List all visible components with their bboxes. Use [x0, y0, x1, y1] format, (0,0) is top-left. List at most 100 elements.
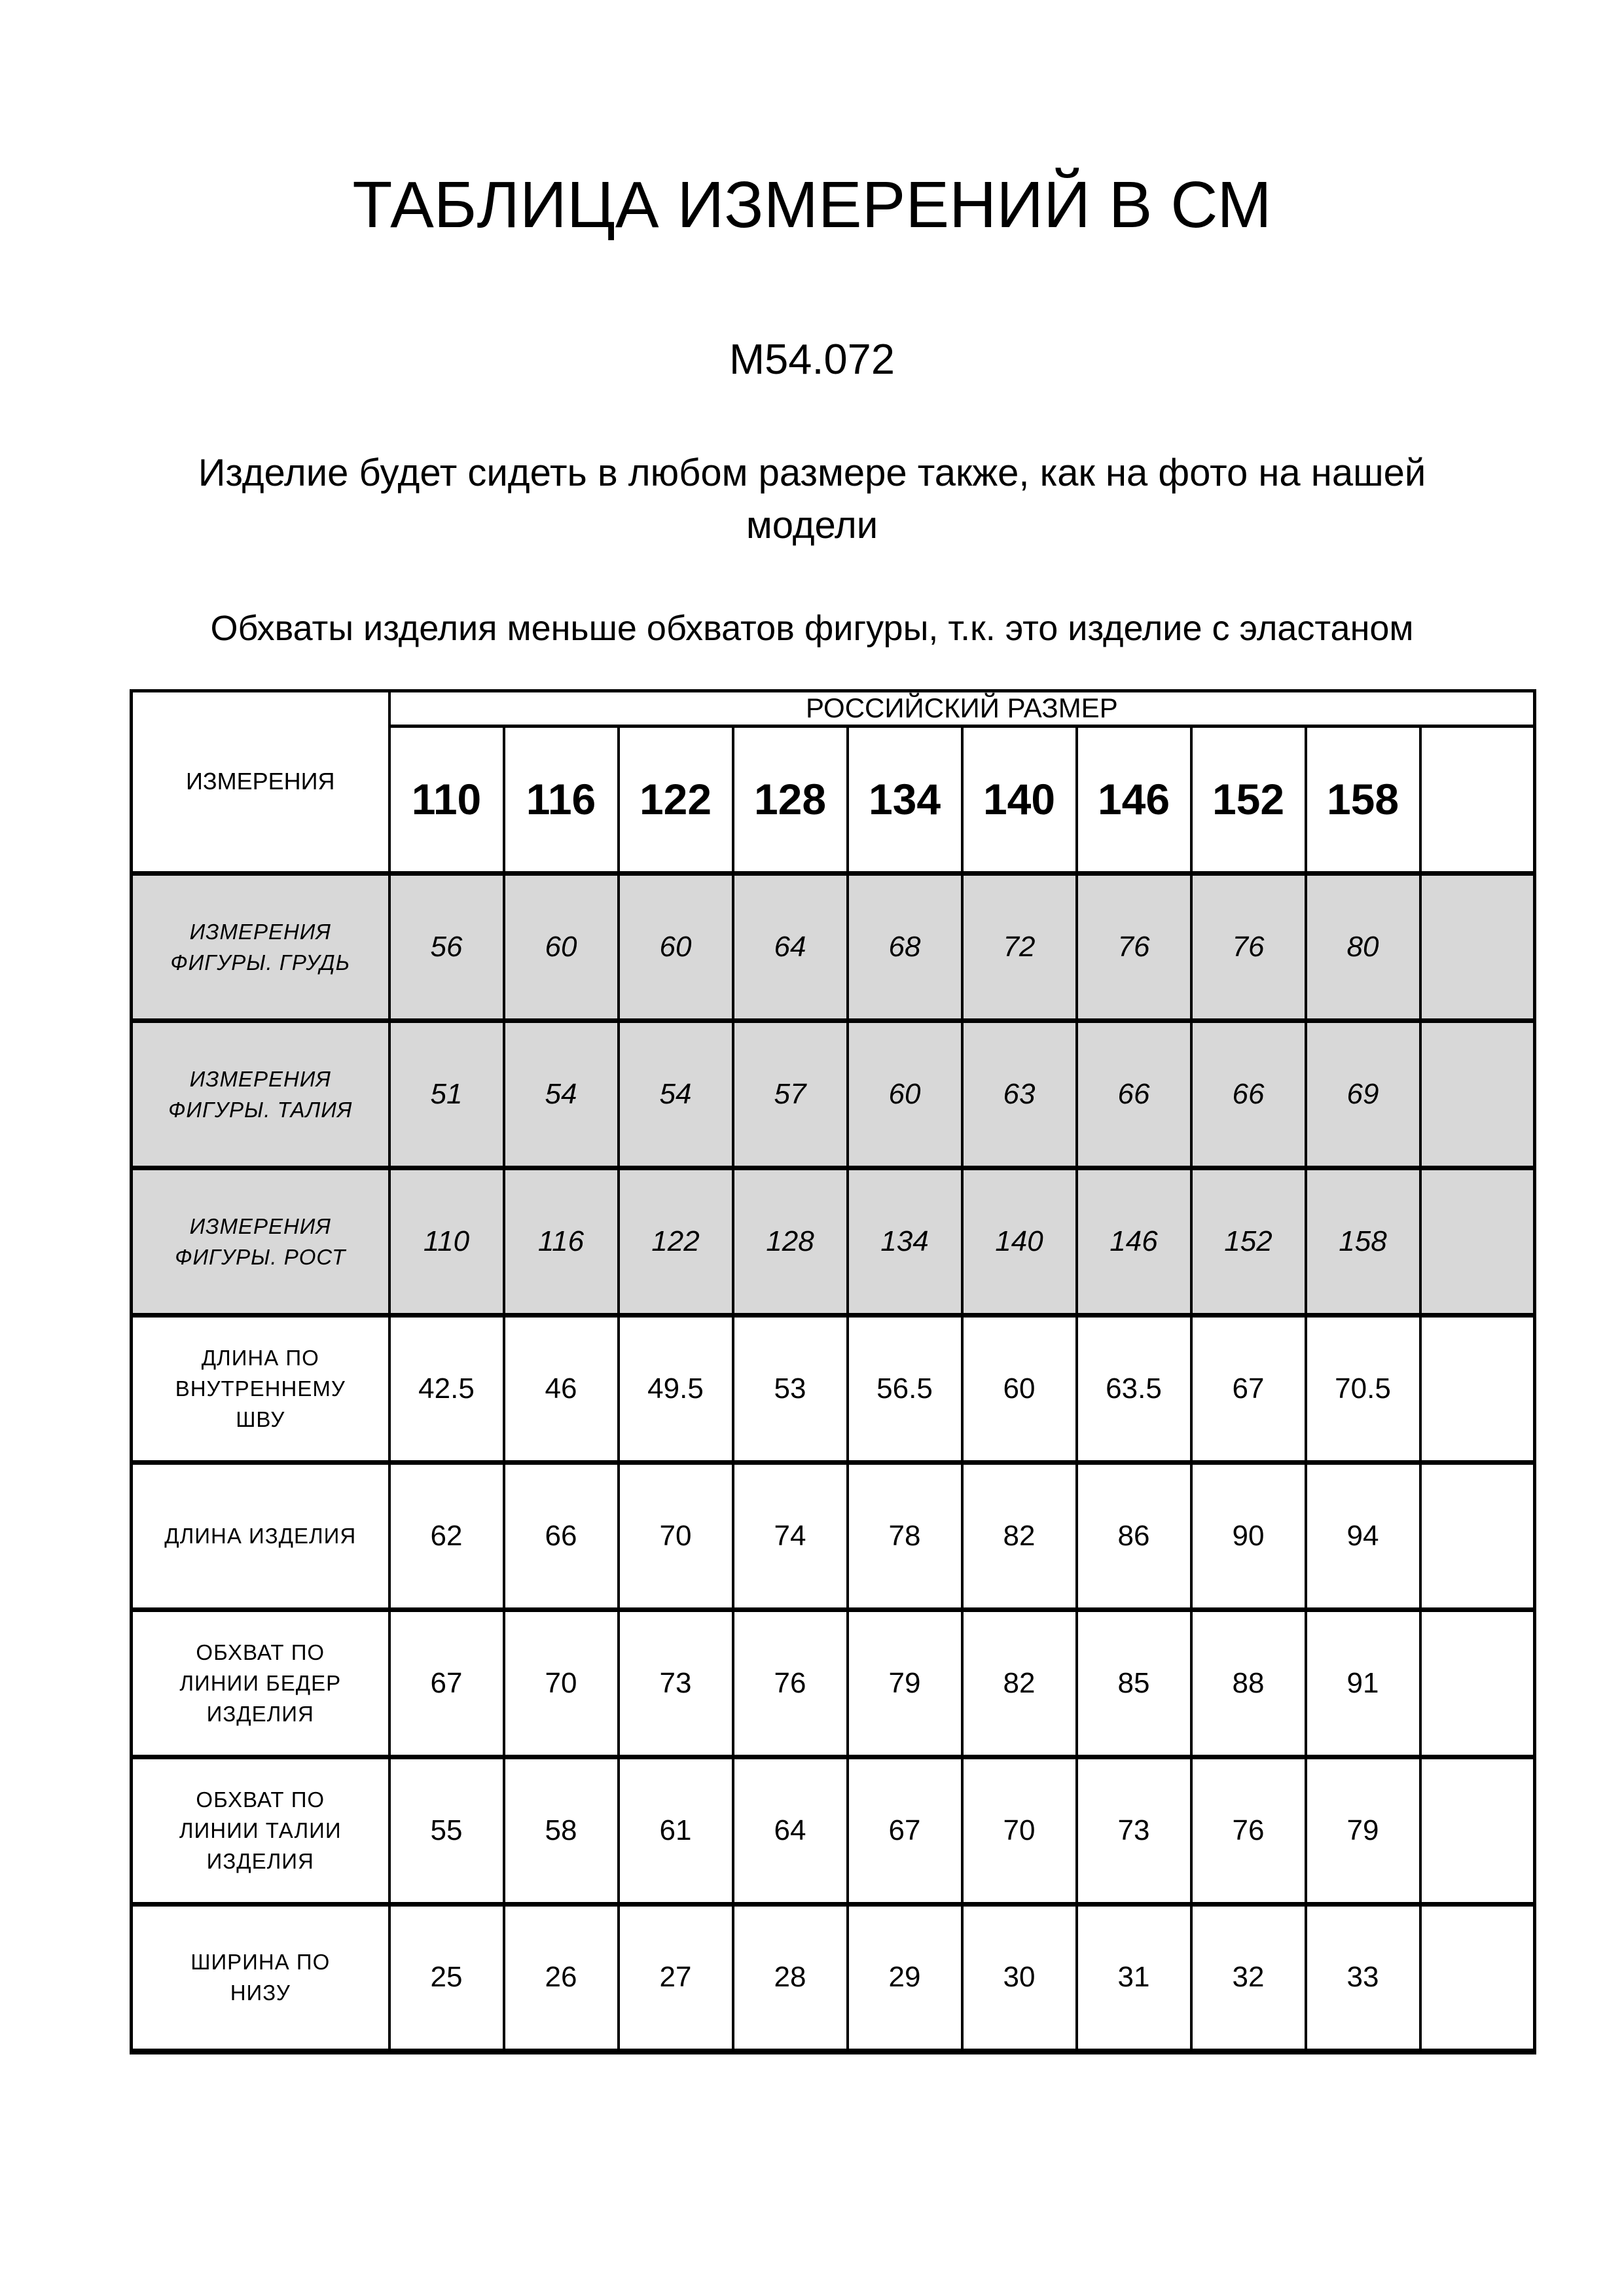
value-cell: 128 [731, 1165, 849, 1318]
value-cell: 60 [846, 1018, 964, 1170]
value-cell: 66 [502, 1460, 620, 1612]
value-cell: 28 [731, 1901, 849, 2054]
empty-cell [1418, 1901, 1536, 2054]
value-cell: 63.5 [1075, 1312, 1193, 1465]
value-cell: 54 [617, 1018, 734, 1170]
value-cell: 91 [1304, 1607, 1422, 1759]
value-cell: 66 [1075, 1018, 1193, 1170]
value-cell: 152 [1189, 1165, 1307, 1318]
value-cell: 67 [1189, 1312, 1307, 1465]
value-cell: 53 [731, 1312, 849, 1465]
row-label: ИЗМЕРЕНИЯ ФИГУРЫ. ГРУДЬ [130, 870, 391, 1023]
value-cell: 67 [388, 1607, 505, 1759]
value-cell: 122 [617, 1165, 734, 1318]
table-row: ИЗМЕРЕНИЯ ФИГУРЫ. ГРУДЬ 56 60 60 64 68 72 76 76 8… [130, 870, 1536, 1023]
value-cell: 42.5 [388, 1312, 505, 1465]
value-cell: 46 [502, 1312, 620, 1465]
value-cell: 78 [846, 1460, 964, 1612]
value-cell: 27 [617, 1901, 734, 2054]
table-body: ИЗМЕРЕНИЯ РОССИЙСКИЙ РАЗМЕР 110 116 122 128… [130, 689, 1536, 2054]
value-cell: 110 [388, 1165, 505, 1318]
sizes-row: 110 116 122 128 134 140 146 152 158 [132, 724, 1536, 876]
size-header-cell: 146 [1075, 724, 1193, 876]
value-cell: 56 [388, 870, 505, 1023]
fit-note: Изделие будет сидеть в любом размере так… [198, 451, 1426, 547]
row-label: ДЛИНА ПО ВНУТРЕННЕМУ ШВУ [130, 1312, 391, 1465]
size-header-cell: 122 [617, 724, 734, 876]
size-header-cell: 152 [1189, 724, 1307, 876]
row-label: ДЛИНА ИЗДЕЛИЯ [130, 1460, 391, 1612]
row-label: ИЗМЕРЕНИЯ ФИГУРЫ. РОСТ [130, 1165, 391, 1318]
value-cell: 73 [1075, 1754, 1193, 1907]
value-cell: 60 [502, 870, 620, 1023]
value-cell: 74 [731, 1460, 849, 1612]
value-cell: 79 [846, 1607, 964, 1759]
value-cell: 56.5 [846, 1312, 964, 1465]
value-cell: 67 [846, 1754, 964, 1907]
model-number: М54.072 [729, 335, 895, 383]
value-cell: 25 [388, 1901, 505, 2054]
value-cell: 80 [1304, 870, 1422, 1023]
value-cell: 82 [960, 1607, 1078, 1759]
value-cell: 54 [502, 1018, 620, 1170]
table-row: ИЗМЕРЕНИЯ ФИГУРЫ. ТАЛИЯ 51 54 54 57 60 63 66 66 6… [130, 1018, 1536, 1170]
value-cell: 70.5 [1304, 1312, 1422, 1465]
empty-cell [1418, 1165, 1536, 1318]
value-cell: 72 [960, 870, 1078, 1023]
value-cell: 116 [502, 1165, 620, 1318]
empty-header-cell [1418, 724, 1536, 876]
value-cell: 86 [1075, 1460, 1193, 1612]
measurements-table: ИЗМЕРЕНИЯ РОССИЙСКИЙ РАЗМЕР 110 116 122 128… [130, 689, 1537, 2054]
corner-label: ИЗМЕРЕНИЯ [130, 689, 391, 875]
value-cell: 76 [1189, 870, 1307, 1023]
size-header-cell: 110 [388, 724, 505, 876]
value-cell: 85 [1075, 1607, 1193, 1759]
value-cell: 61 [617, 1754, 734, 1907]
value-cell: 68 [846, 870, 964, 1023]
value-cell: 51 [388, 1018, 505, 1170]
empty-cell [1418, 1607, 1536, 1759]
value-cell: 76 [1189, 1754, 1307, 1907]
value-cell: 58 [502, 1754, 620, 1907]
value-cell: 63 [960, 1018, 1078, 1170]
value-cell: 76 [1075, 870, 1193, 1023]
size-header-cell: 158 [1304, 724, 1422, 876]
value-cell: 79 [1304, 1754, 1422, 1907]
size-header-cell: 134 [846, 724, 964, 876]
value-cell: 29 [846, 1901, 964, 2054]
value-cell: 146 [1075, 1165, 1193, 1318]
value-cell: 49.5 [617, 1312, 734, 1465]
value-cell: 140 [960, 1165, 1078, 1318]
value-cell: 31 [1075, 1901, 1193, 2054]
table-row: ШИРИНА ПО НИЗУ 25 26 27 28 29 30 31 32 33 [130, 1901, 1536, 2054]
table-row: ДЛИНА ПО ВНУТРЕННЕМУ ШВУ 42.5 46 49.5 53 56.5… [130, 1312, 1536, 1465]
value-cell: 94 [1304, 1460, 1422, 1612]
value-cell: 70 [502, 1607, 620, 1759]
size-header-cell: 128 [731, 724, 849, 876]
value-cell: 134 [846, 1165, 964, 1318]
empty-cell [1418, 1460, 1536, 1612]
value-cell: 32 [1189, 1901, 1307, 2054]
value-cell: 30 [960, 1901, 1078, 2054]
value-cell: 69 [1304, 1018, 1422, 1170]
row-label: ОБХВАТ ПО ЛИНИИ БЕДЕР ИЗДЕЛИЯ [130, 1607, 391, 1759]
page-title: ТАБЛИЦА ИЗМЕРЕНИЙ В СМ [352, 168, 1272, 242]
value-cell: 66 [1189, 1018, 1307, 1170]
elastane-note: Обхваты изделия меньше обхватов фигуры, … [210, 608, 1414, 648]
value-cell: 55 [388, 1754, 505, 1907]
value-cell: 70 [960, 1754, 1078, 1907]
value-cell: 57 [731, 1018, 849, 1170]
group-header-row: ИЗМЕРЕНИЯ РОССИЙСКИЙ РАЗМЕР [130, 689, 1536, 875]
table-row: ДЛИНА ИЗДЕЛИЯ 62 66 70 74 78 82 86 90 94 [130, 1460, 1536, 1612]
empty-cell [1418, 870, 1536, 1023]
value-cell: 60 [617, 870, 734, 1023]
row-label: ОБХВАТ ПО ЛИНИИ ТАЛИИ ИЗДЕЛИЯ [130, 1754, 391, 1907]
value-cell: 82 [960, 1460, 1078, 1612]
value-cell: 62 [388, 1460, 505, 1612]
value-cell: 64 [731, 870, 849, 1023]
empty-cell [1418, 1754, 1536, 1907]
value-cell: 88 [1189, 1607, 1307, 1759]
empty-cell [1418, 1018, 1536, 1170]
empty-cell [1418, 1312, 1536, 1465]
